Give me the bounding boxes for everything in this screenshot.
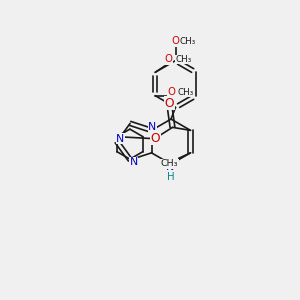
Text: N: N	[148, 122, 156, 132]
Text: CH₃: CH₃	[180, 37, 196, 46]
Text: N: N	[116, 134, 124, 144]
Text: O: O	[151, 132, 160, 145]
Text: CH₃: CH₃	[161, 159, 178, 168]
Text: O: O	[165, 97, 174, 110]
Text: CH₃: CH₃	[175, 55, 191, 64]
Text: H: H	[167, 172, 175, 182]
Text: CH₃: CH₃	[177, 88, 194, 97]
Text: N: N	[130, 157, 138, 167]
Text: O: O	[167, 87, 175, 98]
Text: N: N	[166, 162, 175, 172]
Text: O: O	[165, 54, 173, 64]
Text: O: O	[172, 36, 179, 46]
